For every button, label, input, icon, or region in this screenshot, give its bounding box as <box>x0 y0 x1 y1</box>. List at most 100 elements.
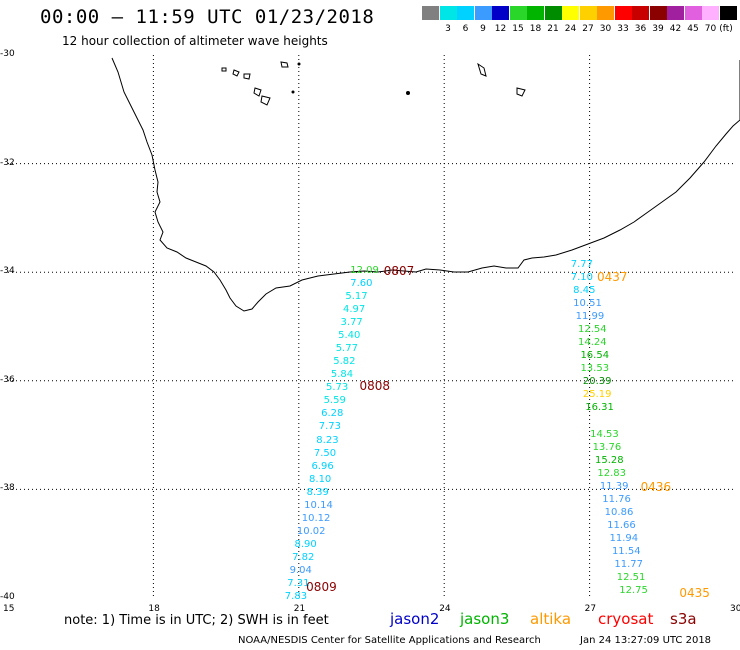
wave-height-reading: 15.28 <box>594 455 624 467</box>
wave-height-reading: 11.99 <box>575 310 605 322</box>
color-scale-swatch <box>544 6 562 20</box>
wave-height-reading: 11.54 <box>611 546 641 558</box>
wave-height-reading: 6.96 <box>311 460 334 472</box>
wave-height-reading: 12.83 <box>597 468 627 480</box>
color-scale-label: 24 <box>564 24 577 34</box>
pass-time-label: 0435 <box>679 585 710 600</box>
latitude-label: -30 <box>0 49 15 59</box>
wave-height-reading: 10.86 <box>604 507 634 519</box>
latitude-label: -34 <box>0 266 15 277</box>
color-scale-label: 42 <box>669 24 682 34</box>
color-scale-swatch <box>527 6 544 20</box>
wave-height-reading: 10.14 <box>304 499 333 511</box>
color-scale-swatch <box>684 6 702 20</box>
wave-height-reading: 10.12 <box>301 512 331 524</box>
wave-height-reading: 7.83 <box>284 590 308 602</box>
color-scale-label: 33 <box>617 24 629 34</box>
wave-height-reading: 8.39 <box>306 486 329 498</box>
island-dot <box>291 90 295 94</box>
wave-height-reading: 7.10 <box>570 271 594 283</box>
longitude-label: 21 <box>293 604 306 614</box>
color-scale-swatch <box>492 6 509 20</box>
color-scale-swatch <box>719 6 737 20</box>
color-scale-swatch <box>702 6 719 20</box>
wave-height-reading: 11.94 <box>609 533 639 545</box>
page-subtitle: 12 hour collection of altimeter wave hei… <box>62 34 328 48</box>
wave-height-reading: 11.76 <box>602 494 631 506</box>
wave-height-reading: 13.76 <box>592 442 622 454</box>
color-scale-swatch <box>649 6 667 20</box>
wave-height-reading: 16.31 <box>585 401 614 413</box>
wave-height-reading: 8.45 <box>573 284 596 296</box>
pass-time-label: 0437 <box>596 269 628 284</box>
color-scale-label: 15 <box>512 24 524 34</box>
wave-height-reading: 5.77 <box>335 343 358 355</box>
satellite-legend-item: altika <box>530 610 572 628</box>
wave-height-reading: 5.59 <box>323 395 346 407</box>
latitude-label: -36 <box>0 374 15 385</box>
island-dot <box>406 91 410 95</box>
wave-height-reading: 8.90 <box>294 538 317 550</box>
wave-height-reading: 6.28 <box>321 408 344 420</box>
color-scale-label: 18 <box>529 24 542 34</box>
pass-time-label: 0807 <box>383 263 415 278</box>
island-shape <box>221 67 227 72</box>
generated-timestamp: Jan 24 13:27:09 UTC 2018 <box>580 635 712 646</box>
wave-height-reading: 7.73 <box>318 421 341 433</box>
pass-time-label: 0436 <box>640 479 672 494</box>
pass-time-label: 0809 <box>306 580 337 595</box>
island-shape <box>243 73 251 80</box>
wave-height-reading: 7.60 <box>350 278 373 290</box>
color-scale-label: 12 <box>494 24 507 34</box>
credit-line: NOAA/NESDIS Center for Satellite Applica… <box>238 635 541 646</box>
wave-height-reading: 5.84 <box>330 369 354 381</box>
wave-height-reading: 4.97 <box>342 304 366 316</box>
wave-height-reading: 3.77 <box>340 317 363 329</box>
wave-height-reading: 8.23 <box>316 434 339 446</box>
island-shape <box>477 62 487 77</box>
longitude-label: 27 <box>584 604 597 614</box>
color-scale-swatch <box>439 6 457 20</box>
satellite-legend-item: s3a <box>670 610 697 628</box>
color-scale-swatch <box>614 6 632 20</box>
wave-height-reading: 10.02 <box>296 525 326 537</box>
page-title: 00:00 – 11:59 UTC 01/23/2018 <box>40 6 375 28</box>
latitude-label: -32 <box>0 157 15 168</box>
color-scale-label: 9 <box>480 24 486 34</box>
wave-height-reading: 12.51 <box>616 572 646 584</box>
longitude-label: 18 <box>148 604 160 614</box>
color-scale-label: 45 <box>687 24 699 34</box>
longitude-label: 30 <box>730 604 740 614</box>
color-scale-swatch <box>667 6 684 20</box>
wave-height-reading: 13.53 <box>580 362 610 374</box>
color-scale-swatch <box>597 6 614 20</box>
color-scale-unit: (ft) <box>719 24 733 34</box>
color-scale-swatch <box>422 6 439 20</box>
wave-height-reading: 7.31 <box>287 577 310 589</box>
island-shape <box>253 87 262 97</box>
wave-height-reading: 16.54 <box>580 349 610 361</box>
latitude-label: -38 <box>0 483 15 494</box>
longitude-label: 15 <box>3 604 15 614</box>
color-scale-swatch <box>579 6 597 20</box>
wave-height-reading: 11.39 <box>599 481 629 493</box>
wave-height-reading: 8.10 <box>309 473 332 485</box>
satellite-legend-item: jason2 <box>390 610 440 628</box>
color-scale-label: 70 <box>704 24 717 34</box>
color-scale-label: 30 <box>599 24 612 34</box>
islands <box>221 61 526 106</box>
color-scale-label: 27 <box>582 24 594 34</box>
wave-height-reading: 20.39 <box>582 375 612 387</box>
color-scale-label: 3 <box>445 24 451 34</box>
color-scale-swatch <box>632 6 649 20</box>
wave-height-reading: 12.54 <box>578 323 607 335</box>
color-scale-swatch <box>457 6 474 20</box>
south-africa-coastline <box>111 57 740 312</box>
wave-height-reading: 7.50 <box>313 447 337 459</box>
wave-height-reading: 25.19 <box>582 388 612 400</box>
units-note: note: 1) Time is in UTC; 2) SWH is in fe… <box>64 613 329 628</box>
wave-height-reading: 12.75 <box>619 585 648 597</box>
wave-height-reading: 10.51 <box>573 297 602 309</box>
